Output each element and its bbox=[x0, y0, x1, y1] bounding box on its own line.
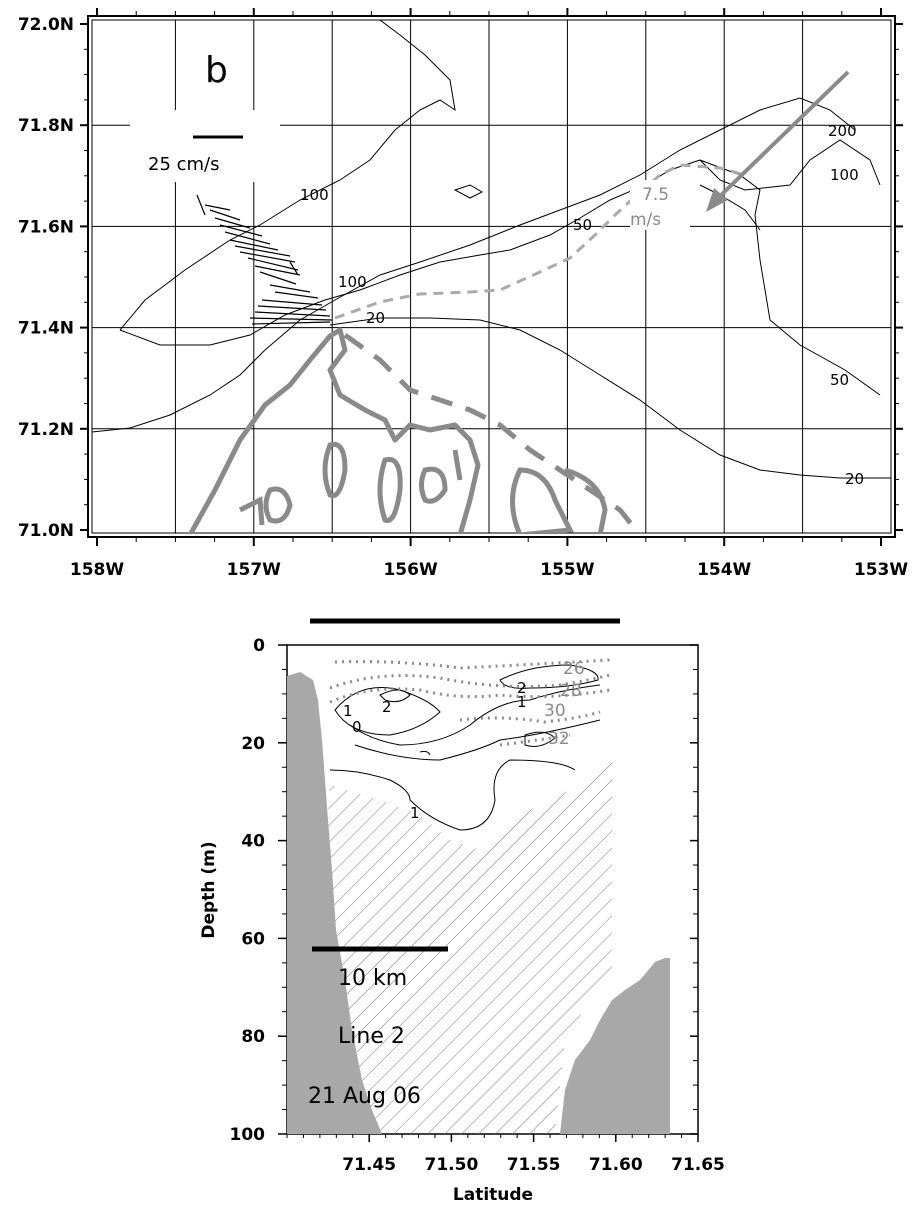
section-x-tick-label: 71.65 bbox=[671, 1155, 725, 1175]
island-8 bbox=[452, 449, 463, 481]
isobath-100-north bbox=[119, 20, 456, 331]
x-axis-label: Latitude bbox=[453, 1185, 533, 1205]
salinity-contours bbox=[329, 658, 611, 747]
map-x-tick-label: 157W bbox=[227, 560, 281, 580]
map-content: 100 200 100 50 100 20 50 20 bbox=[92, 20, 891, 533]
island-6 bbox=[564, 467, 608, 533]
isobath-ridge bbox=[699, 184, 761, 231]
isobath-label-20-inner: 20 bbox=[366, 309, 385, 327]
map-panel: 100 200 100 50 100 20 50 20 b 25 cm/s 7.… bbox=[18, 8, 908, 580]
velocity-label-0: 0 bbox=[352, 718, 362, 736]
wind-arrow-head bbox=[706, 188, 728, 212]
scale-box bbox=[130, 110, 280, 182]
velocity-label-1b: 1 bbox=[517, 693, 527, 711]
isobath-label-100-east: 100 bbox=[830, 166, 859, 184]
wind-label-value: 7.5 bbox=[642, 185, 669, 205]
map-inner-frame bbox=[91, 19, 892, 534]
map-y-tick-label: 71.4N bbox=[18, 319, 74, 339]
map-x-tick-label: 155W bbox=[540, 560, 594, 580]
hatched-region bbox=[325, 760, 612, 1134]
section-x-tick-label: 71.45 bbox=[342, 1155, 396, 1175]
isobath-100-inner bbox=[119, 159, 701, 346]
salinity-label-32: 32 bbox=[548, 729, 570, 749]
isobath-label-50: 50 bbox=[573, 216, 592, 234]
map-x-tick-label: 154W bbox=[697, 560, 751, 580]
isobath-label-200: 200 bbox=[828, 122, 857, 140]
map-ticks: 158W 157W 156W 155W 154W 153W 71.0N 71.2N 71.4N 7… bbox=[18, 8, 908, 580]
section-y-tick-label: 80 bbox=[241, 1027, 265, 1047]
section-y-tick-label: 100 bbox=[230, 1125, 266, 1145]
section-x-tick-label: 71.60 bbox=[589, 1155, 643, 1175]
section-y-tick-label: 0 bbox=[253, 636, 265, 656]
y-axis-label: Depth (m) bbox=[199, 841, 219, 938]
isobath-20 bbox=[329, 317, 891, 479]
velocity-label-2: 2 bbox=[382, 698, 392, 716]
isobath-50 bbox=[699, 159, 881, 396]
line-label: Line 2 bbox=[338, 1024, 405, 1049]
velocity-label-2b: 2 bbox=[517, 679, 527, 697]
coastline-dashed bbox=[343, 332, 642, 533]
panel-label-bg bbox=[180, 40, 250, 100]
island-1 bbox=[322, 441, 348, 499]
section-line bbox=[334, 163, 746, 320]
isobath-small-closed bbox=[453, 184, 484, 199]
current-vectors bbox=[196, 194, 333, 325]
map-y-tick-label: 71.2N bbox=[18, 420, 74, 440]
bathymetry-right bbox=[560, 958, 670, 1134]
velocity-contours bbox=[329, 664, 601, 831]
isobath-label-20-east: 20 bbox=[845, 470, 864, 488]
coastline bbox=[188, 327, 481, 533]
scale-label: 25 cm/s bbox=[148, 154, 220, 175]
map-y-tick-label: 72.0N bbox=[18, 15, 74, 35]
salinity-label-28: 28 bbox=[560, 681, 582, 701]
section-y-tick-label: 20 bbox=[241, 734, 265, 754]
island-5 bbox=[510, 467, 574, 533]
section-x-tick-label: 71.50 bbox=[425, 1155, 479, 1175]
map-y-tick-label: 71.0N bbox=[18, 521, 74, 541]
wind-label-bg bbox=[630, 180, 690, 230]
velocity-label-1c: 1 bbox=[410, 804, 420, 822]
section-content: 2 1 0 2 1 1 26 28 30 32 bbox=[287, 658, 670, 1134]
wind-arrow bbox=[714, 70, 850, 202]
panel-label: b bbox=[205, 50, 228, 91]
map-x-tick-label: 153W bbox=[854, 560, 908, 580]
salinity-label-26: 26 bbox=[563, 659, 585, 679]
island-3 bbox=[263, 486, 293, 524]
isobath-label-100-inner: 100 bbox=[338, 273, 367, 291]
island-2 bbox=[377, 456, 403, 524]
map-y-tick-label: 71.8N bbox=[18, 116, 74, 136]
map-y-tick-label: 71.6N bbox=[18, 217, 74, 237]
island-7 bbox=[238, 496, 265, 526]
wind-label-unit: m/s bbox=[630, 210, 661, 230]
isobath-label-50-east: 50 bbox=[830, 371, 849, 389]
isobath-shelf-outer bbox=[92, 97, 856, 433]
velocity-label-1: 1 bbox=[343, 702, 353, 720]
section-panel: 2 1 0 2 1 1 26 28 30 32 10 km Line 2 21 … bbox=[199, 618, 725, 1205]
salinity-label-30: 30 bbox=[544, 701, 566, 721]
section-x-tick-label: 71.55 bbox=[507, 1155, 561, 1175]
map-x-tick-label: 156W bbox=[383, 560, 437, 580]
km-scale-label: 10 km bbox=[338, 966, 407, 991]
bathymetry-left bbox=[287, 672, 382, 1134]
isobath-label-100-north: 100 bbox=[300, 186, 329, 204]
isobath-200 bbox=[699, 139, 881, 191]
island-4 bbox=[419, 466, 448, 504]
section-y-tick-label: 60 bbox=[241, 929, 265, 949]
date-label: 21 Aug 06 bbox=[308, 1084, 421, 1109]
map-x-tick-label: 158W bbox=[70, 560, 124, 580]
section-y-tick-label: 40 bbox=[241, 832, 265, 852]
